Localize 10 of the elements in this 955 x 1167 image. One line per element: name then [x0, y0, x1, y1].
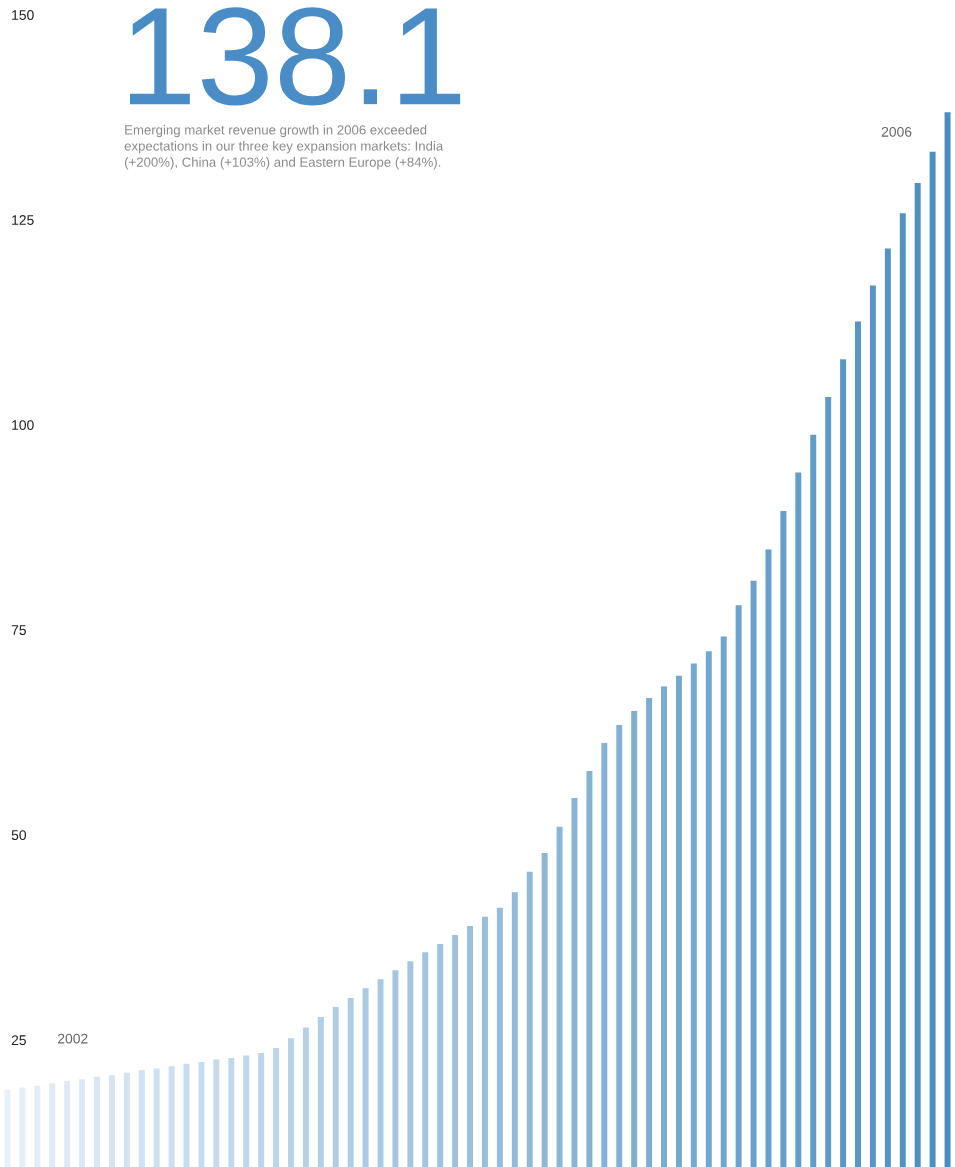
y-tick-label: 75 — [11, 625, 26, 635]
chart-title: 138.1 — [129, 7, 461, 106]
annotation: 2002 — [58, 1033, 88, 1044]
y-tick-label: 100 — [12, 420, 34, 430]
y-tick-label: 25 — [11, 1035, 26, 1046]
text: Emerging market revenue growth in 2006 exceeded expectations in our three key expansion markets: India (+200%), China (+103%) and Eastern Europe (+84%). — [124, 124, 444, 170]
y-tick-label: 50 — [11, 830, 27, 841]
y-tick-label: 150 — [12, 10, 34, 20]
y-tick-label: 125 — [12, 215, 34, 225]
annotation: 2006 — [881, 126, 912, 137]
